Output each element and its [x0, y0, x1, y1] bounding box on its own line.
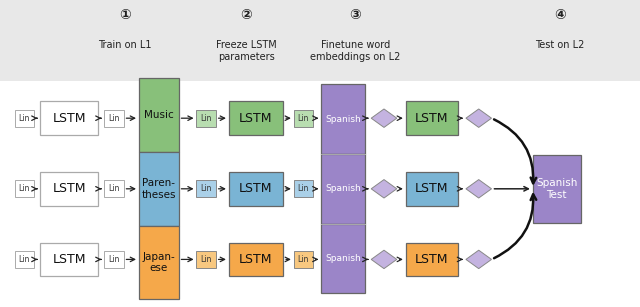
- Polygon shape: [371, 109, 397, 127]
- Text: ①: ①: [119, 8, 131, 22]
- FancyBboxPatch shape: [196, 110, 216, 126]
- FancyBboxPatch shape: [0, 81, 640, 307]
- Text: Spanish: Spanish: [325, 115, 361, 124]
- Text: Lin: Lin: [19, 255, 30, 264]
- Text: Lin: Lin: [298, 255, 309, 264]
- Text: Lin: Lin: [108, 255, 120, 264]
- FancyBboxPatch shape: [294, 181, 313, 197]
- FancyBboxPatch shape: [294, 110, 313, 126]
- Text: Lin: Lin: [200, 255, 212, 264]
- Text: Japan-
ese: Japan- ese: [142, 252, 175, 273]
- FancyBboxPatch shape: [321, 154, 365, 223]
- Text: LSTM: LSTM: [239, 112, 273, 125]
- Text: Lin: Lin: [108, 184, 120, 193]
- FancyBboxPatch shape: [104, 110, 124, 126]
- FancyBboxPatch shape: [0, 0, 640, 81]
- Text: Lin: Lin: [19, 184, 30, 193]
- Text: Lin: Lin: [200, 184, 212, 193]
- Text: ③: ③: [349, 8, 361, 22]
- FancyBboxPatch shape: [40, 101, 98, 135]
- Text: Spanish
Test: Spanish Test: [536, 178, 577, 200]
- Text: Spanish: Spanish: [325, 184, 361, 193]
- Text: Music: Music: [144, 110, 173, 120]
- FancyBboxPatch shape: [15, 251, 34, 268]
- Text: ②: ②: [241, 8, 252, 22]
- FancyBboxPatch shape: [229, 243, 284, 276]
- Text: Test on L2: Test on L2: [535, 40, 585, 50]
- FancyBboxPatch shape: [15, 181, 34, 197]
- FancyBboxPatch shape: [40, 172, 98, 206]
- Text: Paren-
theses: Paren- theses: [141, 178, 176, 200]
- FancyBboxPatch shape: [229, 172, 284, 206]
- FancyBboxPatch shape: [104, 181, 124, 197]
- FancyBboxPatch shape: [139, 78, 179, 152]
- Text: Train on L1: Train on L1: [98, 40, 152, 50]
- Text: LSTM: LSTM: [415, 253, 449, 266]
- FancyBboxPatch shape: [15, 110, 34, 126]
- FancyBboxPatch shape: [321, 84, 365, 154]
- FancyBboxPatch shape: [406, 243, 458, 276]
- Text: ④: ④: [554, 8, 566, 22]
- FancyBboxPatch shape: [229, 101, 284, 135]
- Text: Lin: Lin: [298, 114, 309, 123]
- FancyBboxPatch shape: [40, 243, 98, 276]
- Polygon shape: [466, 180, 492, 198]
- Text: Lin: Lin: [19, 114, 30, 123]
- Polygon shape: [466, 250, 492, 269]
- Text: Lin: Lin: [200, 114, 212, 123]
- FancyBboxPatch shape: [139, 152, 179, 226]
- FancyArrowPatch shape: [494, 119, 536, 183]
- FancyBboxPatch shape: [139, 226, 179, 299]
- Text: LSTM: LSTM: [52, 182, 86, 195]
- FancyBboxPatch shape: [532, 155, 581, 223]
- Text: LSTM: LSTM: [52, 112, 86, 125]
- Text: Lin: Lin: [298, 184, 309, 193]
- Text: LSTM: LSTM: [415, 182, 449, 195]
- Text: Finetune word
embeddings on L2: Finetune word embeddings on L2: [310, 40, 401, 62]
- Text: LSTM: LSTM: [239, 253, 273, 266]
- Polygon shape: [371, 180, 397, 198]
- Polygon shape: [466, 109, 492, 127]
- Text: Freeze LSTM
parameters: Freeze LSTM parameters: [216, 40, 276, 62]
- FancyBboxPatch shape: [196, 251, 216, 268]
- FancyBboxPatch shape: [321, 223, 365, 293]
- FancyBboxPatch shape: [406, 172, 458, 206]
- FancyArrowPatch shape: [494, 194, 536, 258]
- FancyBboxPatch shape: [196, 181, 216, 197]
- Text: LSTM: LSTM: [415, 112, 449, 125]
- FancyBboxPatch shape: [406, 101, 458, 135]
- Text: Lin: Lin: [108, 114, 120, 123]
- Text: Spanish: Spanish: [325, 254, 361, 263]
- FancyBboxPatch shape: [104, 251, 124, 268]
- Polygon shape: [371, 250, 397, 269]
- FancyBboxPatch shape: [294, 251, 313, 268]
- Text: LSTM: LSTM: [52, 253, 86, 266]
- Text: LSTM: LSTM: [239, 182, 273, 195]
